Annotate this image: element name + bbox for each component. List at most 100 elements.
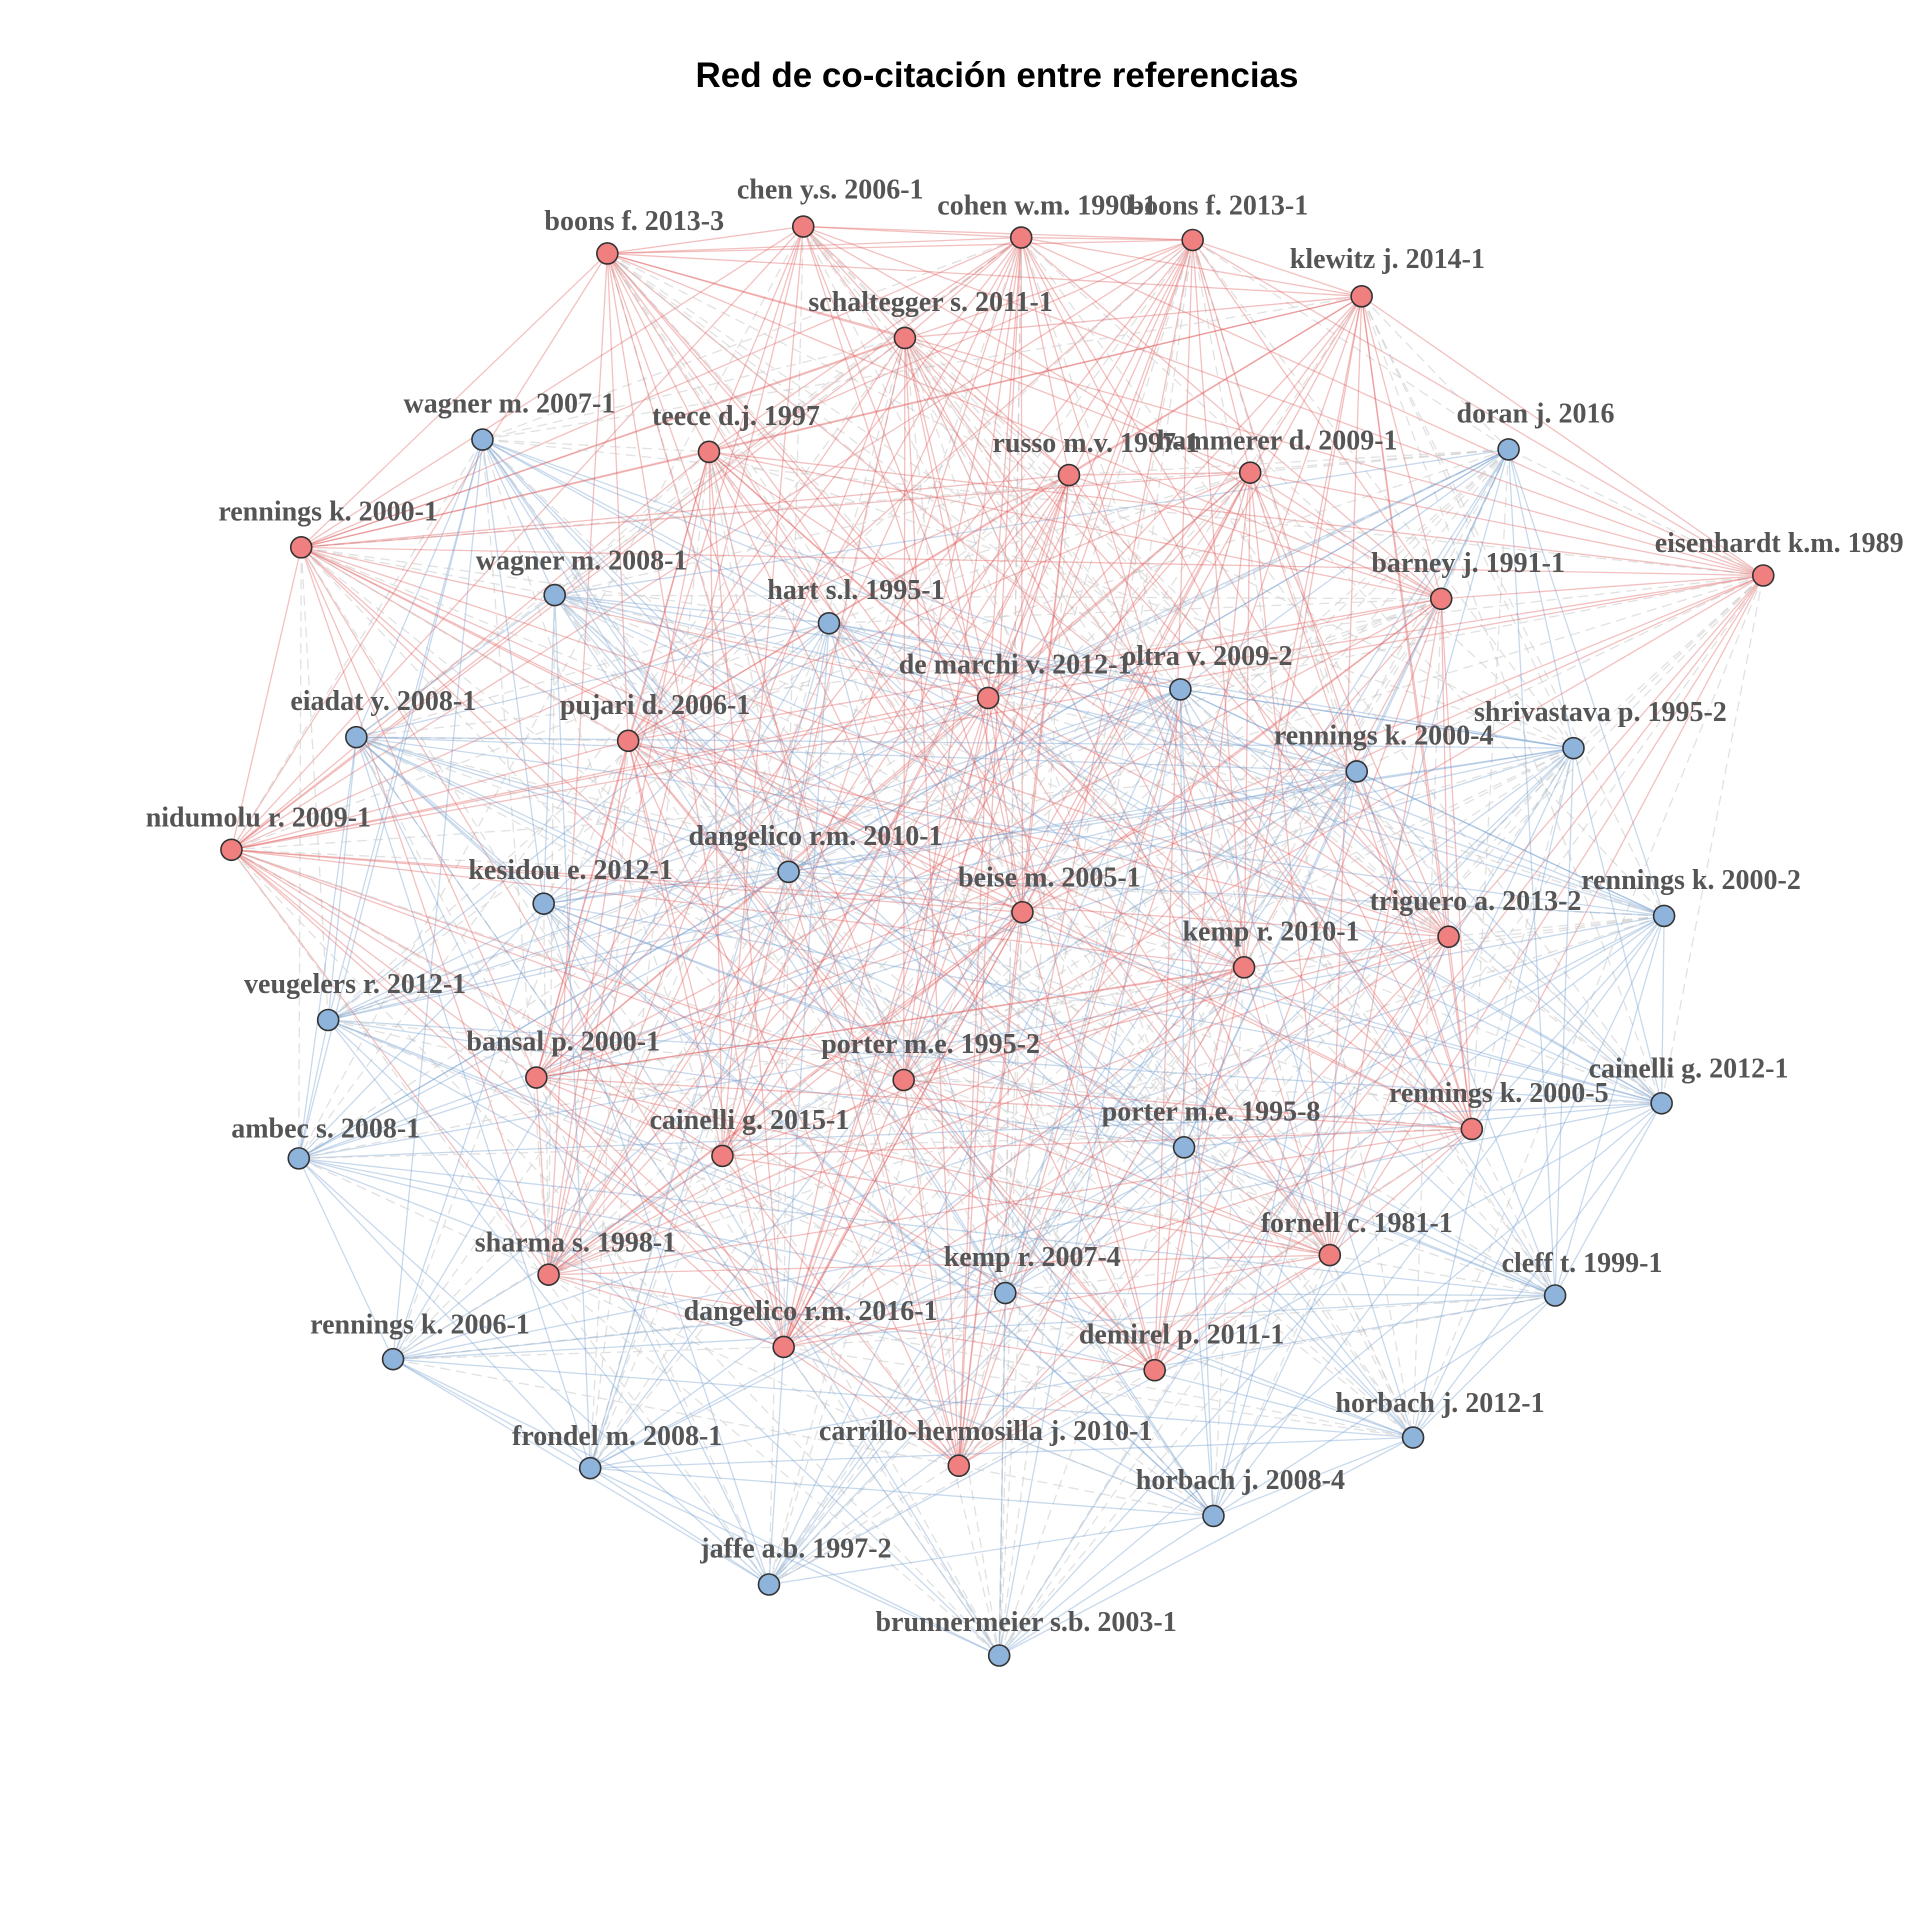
edge — [802, 226, 906, 339]
edge — [543, 903, 770, 1585]
edge — [1329, 1254, 1414, 1438]
edge — [481, 439, 1215, 1517]
edge — [788, 871, 1023, 913]
edge — [1179, 689, 1414, 1438]
edge — [1068, 474, 1450, 938]
edge — [768, 689, 1181, 1585]
edge — [300, 546, 629, 742]
edge — [548, 472, 1251, 1276]
edge — [783, 1346, 960, 1467]
edge — [554, 474, 1070, 596]
edge — [1020, 237, 1450, 938]
edge — [300, 546, 1473, 1130]
edge — [543, 903, 1214, 1517]
node-n11 — [1238, 461, 1262, 484]
edge — [1356, 449, 1510, 772]
edge — [606, 252, 1358, 772]
edge — [721, 1155, 960, 1467]
edge — [721, 871, 790, 1157]
node-n50 — [987, 1644, 1011, 1667]
edge — [627, 295, 1362, 742]
node-n30 — [316, 1008, 340, 1032]
edge — [904, 337, 1181, 690]
edge — [1180, 688, 1358, 773]
edge — [607, 252, 1362, 297]
edge — [548, 1274, 784, 1348]
edge — [548, 1274, 1000, 1657]
edge — [298, 966, 1245, 1160]
node-n18 — [1169, 678, 1192, 701]
edge — [998, 1436, 1414, 1657]
edge — [1412, 598, 1442, 1438]
node-n13 — [1751, 564, 1775, 587]
edge — [392, 239, 1194, 1360]
edge — [958, 296, 1363, 1466]
edge — [1183, 1146, 1331, 1256]
edge — [627, 448, 1509, 742]
node-label: de marchi v. 2012-1 — [899, 649, 1132, 680]
node-label: porter m.e. 1995-2 — [821, 1029, 1040, 1060]
edge — [1068, 448, 1509, 476]
node-n34 — [1460, 1117, 1484, 1141]
edge — [1192, 239, 1362, 297]
edge — [802, 226, 1024, 913]
edge — [958, 912, 1024, 1466]
node-label: bansal p. 2000-1 — [466, 1027, 660, 1058]
edge — [356, 736, 1331, 1256]
edge — [708, 451, 785, 1347]
edge — [1507, 449, 1556, 1296]
node-n22 — [1345, 760, 1369, 783]
edge — [1250, 448, 1509, 474]
edge — [987, 474, 1070, 699]
node-label: eiadat y. 2008-1 — [290, 686, 476, 717]
edge — [231, 574, 1764, 851]
node-label: fornell c. 1981-1 — [1261, 1208, 1453, 1239]
edge — [903, 697, 989, 1081]
edge — [301, 474, 1070, 548]
edge — [903, 966, 1245, 1081]
edge — [298, 1128, 1472, 1160]
edge — [606, 253, 989, 699]
edge — [231, 849, 537, 1079]
edge — [1021, 912, 1156, 1371]
edge — [958, 1292, 1006, 1466]
edge — [998, 1254, 1331, 1656]
edge — [1180, 688, 1665, 917]
edge — [230, 849, 1000, 1656]
edge — [554, 594, 1574, 749]
edge — [1005, 1292, 1414, 1439]
edge — [298, 1157, 1214, 1517]
edge — [327, 871, 789, 1021]
edge — [301, 451, 710, 548]
edge — [231, 697, 989, 851]
edge — [987, 697, 1665, 917]
node-n4 — [596, 242, 619, 265]
edge — [1243, 966, 1473, 1130]
edge — [298, 1157, 1006, 1294]
edge — [328, 1019, 1330, 1256]
edge — [1179, 688, 1663, 1104]
edge — [1249, 472, 1331, 1256]
edge — [1022, 770, 1357, 913]
node-n14 — [543, 583, 566, 607]
edge — [1183, 1147, 1215, 1516]
edge — [722, 966, 1245, 1157]
edge — [904, 337, 1450, 938]
edge — [535, 239, 1194, 1078]
edge — [554, 594, 1414, 1439]
edge — [543, 903, 1000, 1656]
edge — [543, 903, 1556, 1297]
node-n46 — [578, 1456, 602, 1480]
edge — [536, 911, 1023, 1079]
edge — [548, 697, 989, 1276]
edge — [1213, 1436, 1414, 1517]
edge — [1179, 689, 1331, 1256]
edge — [1180, 598, 1442, 691]
edge — [998, 689, 1182, 1656]
edge — [768, 1128, 1473, 1586]
node-n37 — [1172, 1136, 1196, 1159]
edge — [589, 337, 906, 1469]
edge — [1154, 472, 1251, 1371]
node-label: horbach j. 2008-4 — [1136, 1465, 1345, 1496]
